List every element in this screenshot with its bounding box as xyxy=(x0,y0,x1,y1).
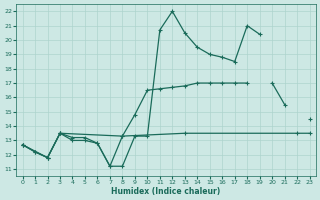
X-axis label: Humidex (Indice chaleur): Humidex (Indice chaleur) xyxy=(111,187,221,196)
